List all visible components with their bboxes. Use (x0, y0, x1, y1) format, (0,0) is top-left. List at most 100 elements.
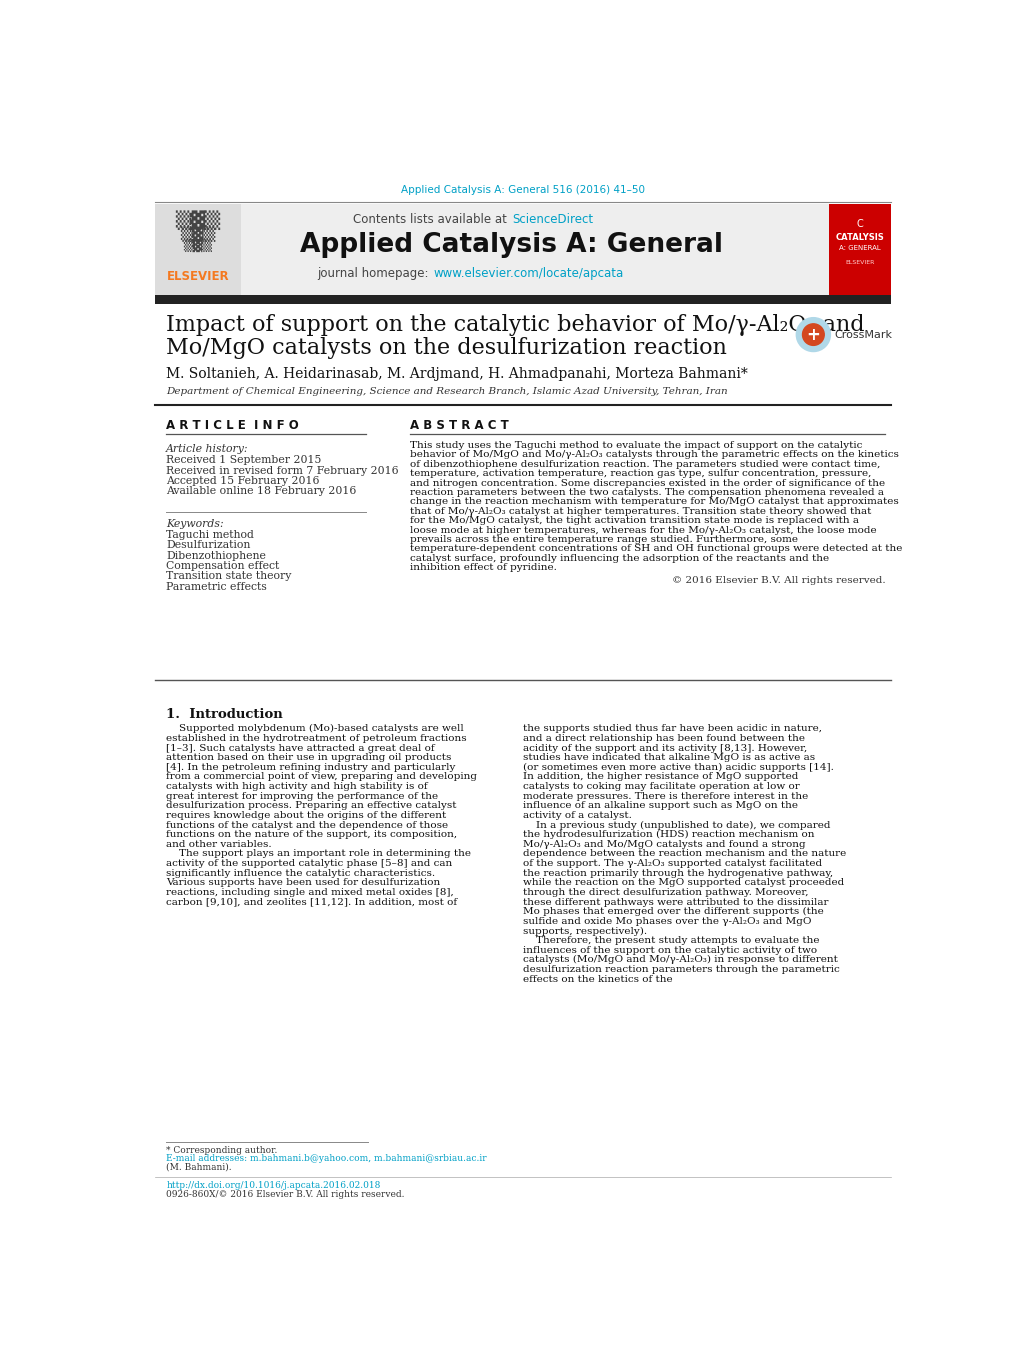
Text: supports, respectively).: supports, respectively). (522, 927, 646, 935)
Text: Applied Catalysis A: General 516 (2016) 41–50: Applied Catalysis A: General 516 (2016) … (400, 185, 644, 195)
Text: dependence between the reaction mechanism and the nature: dependence between the reaction mechanis… (522, 850, 845, 858)
Text: Available online 18 February 2016: Available online 18 February 2016 (166, 486, 357, 496)
Text: Received 1 September 2015: Received 1 September 2015 (166, 455, 321, 465)
Text: Department of Chemical Engineering, Science and Research Branch, Islamic Azad Un: Department of Chemical Engineering, Scie… (166, 388, 728, 396)
Text: catalysts to coking may facilitate operation at low or: catalysts to coking may facilitate opera… (522, 782, 799, 792)
Text: the hydrodesulfurization (HDS) reaction mechanism on: the hydrodesulfurization (HDS) reaction … (522, 830, 813, 839)
Text: reaction parameters between the two catalysts. The compensation phenomena reveal: reaction parameters between the two cata… (410, 488, 883, 497)
Text: Transition state theory: Transition state theory (166, 571, 291, 581)
Text: that of Mo/γ-Al₂O₃ catalyst at higher temperatures. Transition state theory show: that of Mo/γ-Al₂O₃ catalyst at higher te… (410, 507, 871, 516)
Text: http://dx.doi.org/10.1016/j.apcata.2016.02.018: http://dx.doi.org/10.1016/j.apcata.2016.… (166, 1181, 380, 1190)
FancyBboxPatch shape (828, 204, 890, 296)
Text: from a commercial point of view, preparing and developing: from a commercial point of view, prepari… (166, 773, 477, 781)
Text: established in the hydrotreatment of petroleum fractions: established in the hydrotreatment of pet… (166, 734, 467, 743)
Text: of the support. The γ-Al₂O₃ supported catalyst facilitated: of the support. The γ-Al₂O₃ supported ca… (522, 859, 821, 869)
FancyBboxPatch shape (155, 204, 828, 296)
Text: ELSEVIER: ELSEVIER (845, 259, 873, 265)
Text: Mo phases that emerged over the different supports (the: Mo phases that emerged over the differen… (522, 907, 822, 916)
Text: Impact of support on the catalytic behavior of Mo/γ-Al₂O₃ and: Impact of support on the catalytic behav… (166, 315, 864, 336)
Text: temperature, activation temperature, reaction gas type, sulfur concentration, pr: temperature, activation temperature, rea… (410, 469, 871, 478)
Text: In a previous study (unpublished to date), we compared: In a previous study (unpublished to date… (522, 820, 829, 830)
Text: Taguchi method: Taguchi method (166, 530, 254, 540)
Text: ▒▓▒: ▒▓▒ (180, 226, 215, 242)
Text: while the reaction on the MgO supported catalyst proceeded: while the reaction on the MgO supported … (522, 878, 843, 888)
Text: of dibenzothiophene desulfurization reaction. The parameters studied were contac: of dibenzothiophene desulfurization reac… (410, 459, 879, 469)
Text: M. Soltanieh, A. Heidarinasab, M. Ardjmand, H. Ahmadpanahi, Morteza Bahmani*: M. Soltanieh, A. Heidarinasab, M. Ardjma… (166, 367, 747, 381)
Text: desulfurization process. Preparing an effective catalyst: desulfurization process. Preparing an ef… (166, 801, 457, 811)
Text: Various supports have been used for desulfurization: Various supports have been used for desu… (166, 878, 440, 888)
Text: Compensation effect: Compensation effect (166, 561, 279, 571)
Text: www.elsevier.com/locate/apcata: www.elsevier.com/locate/apcata (433, 267, 624, 280)
Text: through the direct desulfurization pathway. Moreover,: through the direct desulfurization pathw… (522, 888, 807, 897)
Text: and other variables.: and other variables. (166, 840, 272, 848)
Text: inhibition effect of pyridine.: inhibition effect of pyridine. (410, 563, 556, 571)
Text: activity of a catalyst.: activity of a catalyst. (522, 811, 631, 820)
Text: +: + (806, 326, 819, 343)
Text: © 2016 Elsevier B.V. All rights reserved.: © 2016 Elsevier B.V. All rights reserved… (672, 576, 884, 585)
Text: Mo/γ-Al₂O₃ and Mo/MgO catalysts and found a strong: Mo/γ-Al₂O₃ and Mo/MgO catalysts and foun… (522, 840, 805, 848)
Text: A: GENERAL: A: GENERAL (839, 246, 879, 251)
Text: 0926-860X/© 2016 Elsevier B.V. All rights reserved.: 0926-860X/© 2016 Elsevier B.V. All right… (166, 1190, 405, 1200)
Text: [4]. In the petroleum refining industry and particularly: [4]. In the petroleum refining industry … (166, 763, 455, 771)
Text: A R T I C L E  I N F O: A R T I C L E I N F O (166, 419, 299, 432)
Text: Article history:: Article history: (166, 443, 249, 454)
Circle shape (796, 317, 829, 351)
Text: attention based on their use in upgrading oil products: attention based on their use in upgradin… (166, 754, 451, 762)
Text: Contents lists available at: Contents lists available at (354, 212, 511, 226)
Text: effects on the kinetics of the: effects on the kinetics of the (522, 974, 672, 984)
Text: desulfurization reaction parameters through the parametric: desulfurization reaction parameters thro… (522, 965, 839, 974)
Text: 1.  Introduction: 1. Introduction (166, 708, 282, 721)
Text: Parametric effects: Parametric effects (166, 582, 267, 592)
FancyBboxPatch shape (155, 204, 242, 296)
Text: [1–3]. Such catalysts have attracted a great deal of: [1–3]. Such catalysts have attracted a g… (166, 743, 434, 753)
Text: acidity of the support and its activity [8,13]. However,: acidity of the support and its activity … (522, 743, 806, 753)
Text: temperature-dependent concentrations of SH and OH functional groups were detecte: temperature-dependent concentrations of … (410, 544, 902, 554)
Text: prevails across the entire temperature range studied. Furthermore, some: prevails across the entire temperature r… (410, 535, 798, 544)
Text: influences of the support on the catalytic activity of two: influences of the support on the catalyt… (522, 946, 816, 955)
Text: activity of the supported catalytic phase [5–8] and can: activity of the supported catalytic phas… (166, 859, 452, 869)
Text: Applied Catalysis A: General: Applied Catalysis A: General (300, 231, 721, 258)
Text: carbon [9,10], and zeolites [11,12]. In addition, most of: carbon [9,10], and zeolites [11,12]. In … (166, 897, 457, 907)
Text: (M. Bahmani).: (M. Bahmani). (166, 1162, 231, 1171)
Text: In addition, the higher resistance of MgO supported: In addition, the higher resistance of Mg… (522, 773, 797, 781)
Text: behavior of Mo/MgO and Mo/γ-Al₂O₃ catalysts through the parametric effects on th: behavior of Mo/MgO and Mo/γ-Al₂O₃ cataly… (410, 450, 899, 459)
Text: * Corresponding author.: * Corresponding author. (166, 1146, 277, 1155)
Text: loose mode at higher temperatures, whereas for the Mo/γ-Al₂O₃ catalyst, the loos: loose mode at higher temperatures, where… (410, 526, 876, 535)
Text: ELSEVIER: ELSEVIER (166, 270, 229, 282)
Text: catalysts (Mo/MgO and Mo/γ-Al₂O₃) in response to different: catalysts (Mo/MgO and Mo/γ-Al₂O₃) in res… (522, 955, 837, 965)
Text: Keywords:: Keywords: (166, 519, 223, 530)
Text: ▒▓▒: ▒▓▒ (175, 209, 220, 230)
Text: moderate pressures. There is therefore interest in the: moderate pressures. There is therefore i… (522, 792, 807, 801)
Text: Therefore, the present study attempts to evaluate the: Therefore, the present study attempts to… (522, 936, 818, 946)
Text: catalyst surface, profoundly influencing the adsorption of the reactants and the: catalyst surface, profoundly influencing… (410, 554, 828, 563)
Text: (or sometimes even more active than) acidic supports [14].: (or sometimes even more active than) aci… (522, 763, 833, 771)
Text: significantly influence the catalytic characteristics.: significantly influence the catalytic ch… (166, 869, 435, 878)
Text: and a direct relationship has been found between the: and a direct relationship has been found… (522, 734, 804, 743)
Text: influence of an alkaline support such as MgO on the: influence of an alkaline support such as… (522, 801, 797, 811)
Text: these different pathways were attributed to the dissimilar: these different pathways were attributed… (522, 897, 827, 907)
Text: great interest for improving the performance of the: great interest for improving the perform… (166, 792, 438, 801)
Text: requires knowledge about the origins of the different: requires knowledge about the origins of … (166, 811, 446, 820)
Text: studies have indicated that alkaline MgO is as active as: studies have indicated that alkaline MgO… (522, 754, 814, 762)
Text: CATALYSIS: CATALYSIS (835, 234, 883, 242)
Text: change in the reaction mechanism with temperature for Mo/MgO catalyst that appro: change in the reaction mechanism with te… (410, 497, 898, 507)
Text: Mo/MgO catalysts on the desulfurization reaction: Mo/MgO catalysts on the desulfurization … (166, 338, 727, 359)
Text: CrossMark: CrossMark (834, 330, 892, 339)
Text: C: C (856, 219, 862, 228)
Text: reactions, including single and mixed metal oxides [8],: reactions, including single and mixed me… (166, 888, 453, 897)
Text: functions on the nature of the support, its composition,: functions on the nature of the support, … (166, 831, 457, 839)
Text: The support plays an important role in determining the: The support plays an important role in d… (166, 850, 471, 858)
Text: Accepted 15 February 2016: Accepted 15 February 2016 (166, 476, 319, 486)
Text: functions of the catalyst and the dependence of those: functions of the catalyst and the depend… (166, 820, 448, 830)
Circle shape (802, 324, 823, 346)
Text: for the Mo/MgO catalyst, the tight activation transition state mode is replaced : for the Mo/MgO catalyst, the tight activ… (410, 516, 859, 526)
Text: the supports studied thus far have been acidic in nature,: the supports studied thus far have been … (522, 724, 821, 734)
Text: Supported molybdenum (Mo)-based catalysts are well: Supported molybdenum (Mo)-based catalyst… (166, 724, 464, 734)
Text: ▒▓▒: ▒▓▒ (183, 239, 212, 253)
Text: A B S T R A C T: A B S T R A C T (410, 419, 508, 432)
Text: catalysts with high activity and high stability is of: catalysts with high activity and high st… (166, 782, 427, 792)
FancyBboxPatch shape (155, 296, 890, 304)
Text: Received in revised form 7 February 2016: Received in revised form 7 February 2016 (166, 466, 398, 476)
Text: ScienceDirect: ScienceDirect (513, 212, 593, 226)
Text: journal homepage:: journal homepage: (317, 267, 432, 280)
